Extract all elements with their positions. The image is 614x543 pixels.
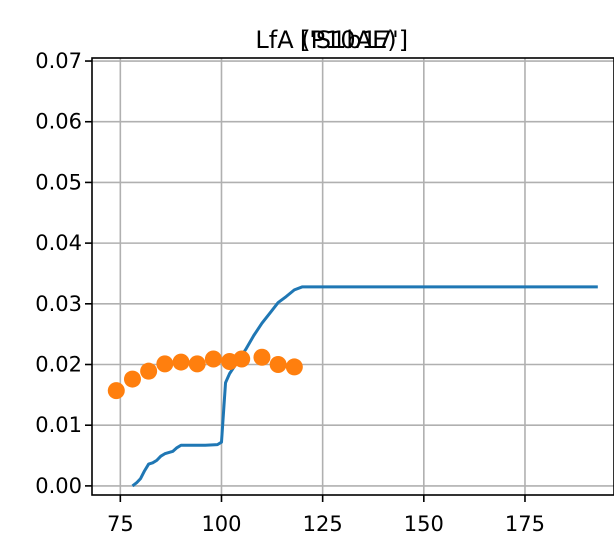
y-tick-label: 0.04 [35, 231, 82, 255]
scatter-point [140, 362, 158, 380]
y-tick-label: 0.06 [35, 110, 82, 134]
y-tick-label: 0.03 [35, 292, 82, 316]
x-tick-label: 150 [404, 512, 444, 536]
x-tick-label: 125 [303, 512, 343, 536]
x-tick-label: 100 [201, 512, 241, 536]
scatter-point [253, 348, 271, 366]
y-tick-label: 0.05 [35, 170, 82, 194]
y-tick-label: 0.01 [35, 413, 82, 437]
scatter-point [204, 350, 222, 368]
y-tick-label: 0.02 [35, 353, 82, 377]
scatter-point [156, 355, 174, 373]
x-tick-label: 75 [107, 512, 134, 536]
scatter-point [269, 356, 287, 374]
scatter-point [107, 382, 125, 400]
scatter-point [172, 353, 190, 371]
axes-frame [91, 57, 614, 496]
series-line [131, 285, 598, 488]
chart-title: LfA (P10AE) [255, 26, 396, 54]
scatter-point [233, 350, 251, 368]
chart-subtitle: ['S1b17'] [300, 26, 408, 54]
series-layer [107, 285, 598, 488]
x-tick-label: 175 [505, 512, 545, 536]
scatter-point [188, 355, 206, 373]
y-tick-label: 0.00 [35, 474, 82, 498]
scatter-point [123, 370, 141, 388]
scatter-point [285, 358, 303, 376]
ticks: 75 100 125 150 175 0.00 0.01 0.02 0.03 0.04 0.05 0.… [35, 49, 545, 536]
y-tick-label: 0.07 [35, 49, 82, 73]
